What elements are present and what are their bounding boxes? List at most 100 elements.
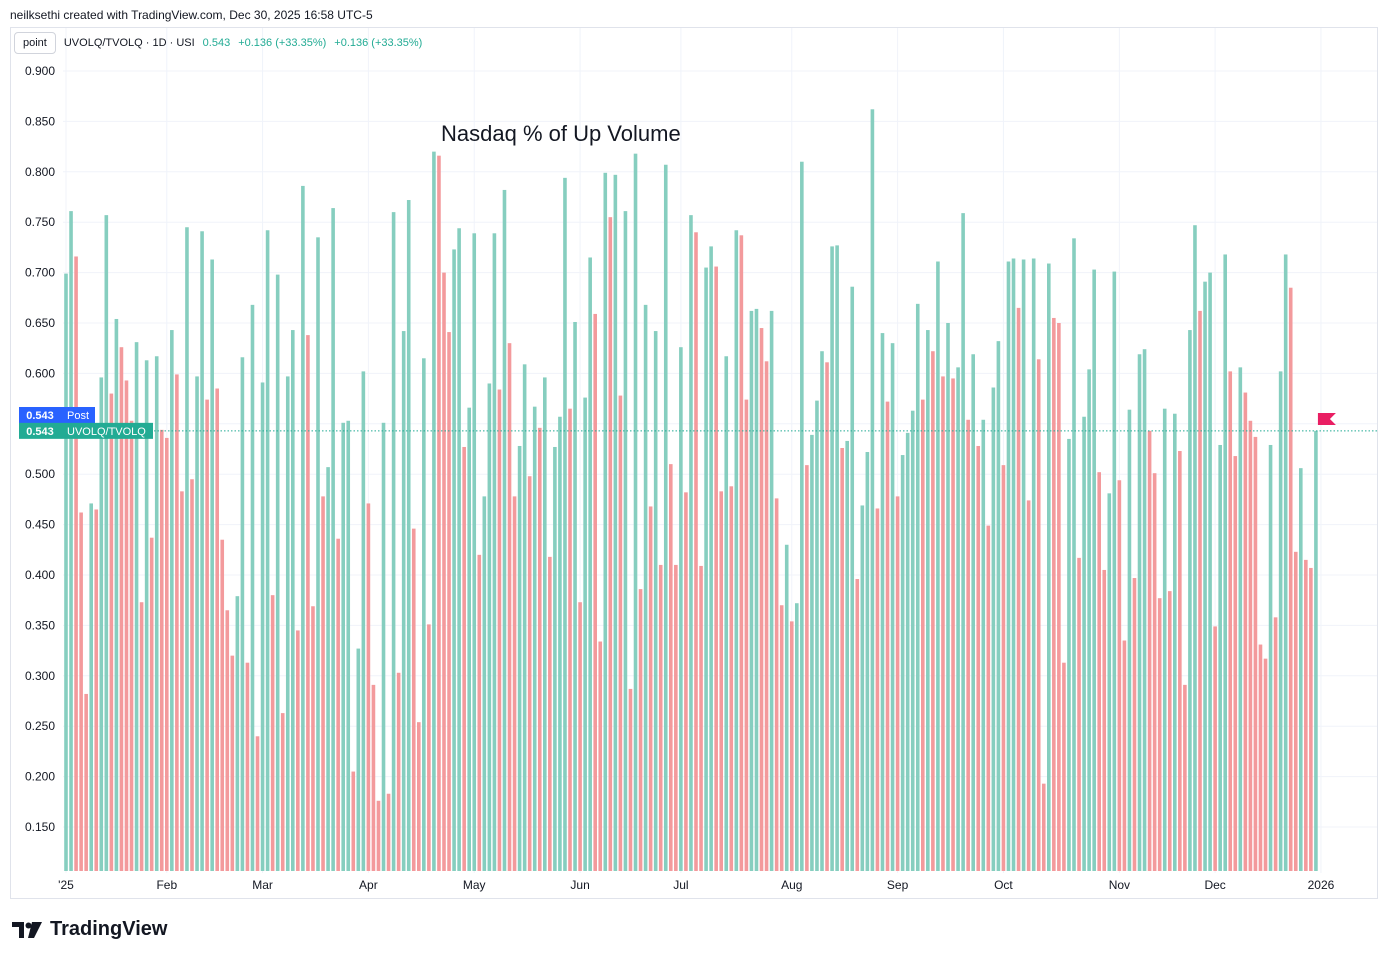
bar[interactable]	[1238, 367, 1243, 871]
bar[interactable]	[961, 213, 965, 871]
bar[interactable]	[941, 376, 945, 871]
bar[interactable]	[800, 161, 804, 872]
bar[interactable]	[361, 371, 366, 871]
bar[interactable]	[291, 330, 295, 871]
bar[interactable]	[336, 538, 340, 871]
bar[interactable]	[1188, 330, 1192, 871]
bar[interactable]	[497, 389, 502, 871]
point-button[interactable]: point	[14, 32, 56, 54]
bar[interactable]	[971, 354, 975, 871]
bar[interactable]	[175, 374, 179, 871]
bar[interactable]	[623, 211, 628, 872]
bar[interactable]	[784, 544, 789, 871]
bar[interactable]	[69, 211, 73, 872]
bar[interactable]	[578, 602, 582, 871]
bar[interactable]	[326, 467, 330, 871]
bar[interactable]	[154, 356, 159, 871]
bar[interactable]	[195, 376, 199, 871]
bar[interactable]	[1268, 444, 1273, 871]
bar[interactable]	[729, 486, 734, 871]
bar[interactable]	[250, 304, 255, 871]
symbol-label[interactable]: UVOLQ/TVOLQ · 1D · USI	[63, 37, 195, 49]
bar[interactable]	[981, 419, 986, 871]
bar[interactable]	[467, 407, 471, 871]
tradingview-logo[interactable]: TradingView	[12, 918, 167, 941]
bar[interactable]	[159, 429, 164, 871]
bar[interactable]	[396, 672, 401, 871]
bar[interactable]	[1117, 480, 1122, 871]
bar[interactable]	[1278, 371, 1283, 871]
bar[interactable]	[986, 525, 991, 871]
bar[interactable]	[331, 208, 335, 872]
bar[interactable]	[532, 406, 537, 871]
bar[interactable]	[915, 303, 920, 872]
bar[interactable]	[795, 603, 799, 871]
bar[interactable]	[779, 605, 784, 871]
bar[interactable]	[815, 400, 819, 871]
bar[interactable]	[1031, 258, 1036, 871]
bar[interactable]	[376, 800, 381, 871]
bar[interactable]	[1253, 436, 1258, 871]
bar[interactable]	[391, 212, 396, 871]
bar[interactable]	[633, 153, 638, 871]
bar[interactable]	[84, 693, 88, 871]
bar[interactable]	[835, 245, 839, 871]
bar[interactable]	[699, 565, 703, 871]
bar[interactable]	[1097, 472, 1101, 871]
bar[interactable]	[588, 257, 592, 872]
bar[interactable]	[583, 397, 587, 871]
bar[interactable]	[774, 498, 779, 871]
bar[interactable]	[704, 267, 708, 871]
bar[interactable]	[1047, 263, 1051, 871]
bar[interactable]	[653, 331, 658, 871]
bar[interactable]	[1052, 317, 1056, 872]
bar[interactable]	[689, 215, 693, 871]
bar[interactable]	[104, 215, 109, 871]
bar[interactable]	[936, 261, 940, 871]
bar[interactable]	[245, 662, 250, 871]
bar[interactable]	[1067, 438, 1071, 871]
bar[interactable]	[921, 399, 925, 871]
flag-icon[interactable]	[1317, 413, 1336, 425]
bar[interactable]	[1112, 271, 1117, 872]
bar[interactable]	[1223, 254, 1227, 871]
bar[interactable]	[946, 323, 950, 871]
bar[interactable]	[321, 496, 325, 871]
bar[interactable]	[180, 491, 184, 871]
bar[interactable]	[830, 246, 834, 871]
bar[interactable]	[1127, 409, 1132, 871]
bar[interactable]	[1193, 225, 1197, 872]
bar[interactable]	[613, 174, 618, 871]
bar[interactable]	[1213, 626, 1217, 871]
bar[interactable]	[885, 401, 890, 871]
bar[interactable]	[714, 266, 718, 871]
bar[interactable]	[1299, 468, 1303, 871]
bar[interactable]	[381, 422, 386, 871]
bar[interactable]	[905, 432, 910, 871]
bar[interactable]	[275, 274, 280, 871]
bar[interactable]	[563, 177, 567, 872]
bar[interactable]	[311, 606, 315, 871]
bar[interactable]	[437, 155, 441, 872]
bar[interactable]	[1293, 551, 1298, 871]
bar[interactable]	[351, 771, 356, 871]
bar[interactable]	[1243, 392, 1248, 871]
bar[interactable]	[1026, 500, 1031, 871]
bar[interactable]	[764, 361, 769, 871]
bar[interactable]	[417, 722, 421, 871]
bar[interactable]	[1137, 354, 1142, 871]
bar[interactable]	[200, 231, 204, 871]
bar[interactable]	[270, 595, 275, 871]
bar[interactable]	[401, 331, 406, 871]
bar[interactable]	[603, 172, 608, 871]
bar[interactable]	[1057, 323, 1061, 871]
bar[interactable]	[658, 564, 663, 871]
bar[interactable]	[230, 655, 235, 871]
bar[interactable]	[840, 447, 844, 871]
bar[interactable]	[1001, 465, 1006, 871]
bar[interactable]	[1011, 258, 1016, 871]
bar[interactable]	[1167, 591, 1172, 871]
bar[interactable]	[149, 537, 154, 871]
bar[interactable]	[1157, 598, 1162, 871]
bar[interactable]	[568, 408, 572, 871]
